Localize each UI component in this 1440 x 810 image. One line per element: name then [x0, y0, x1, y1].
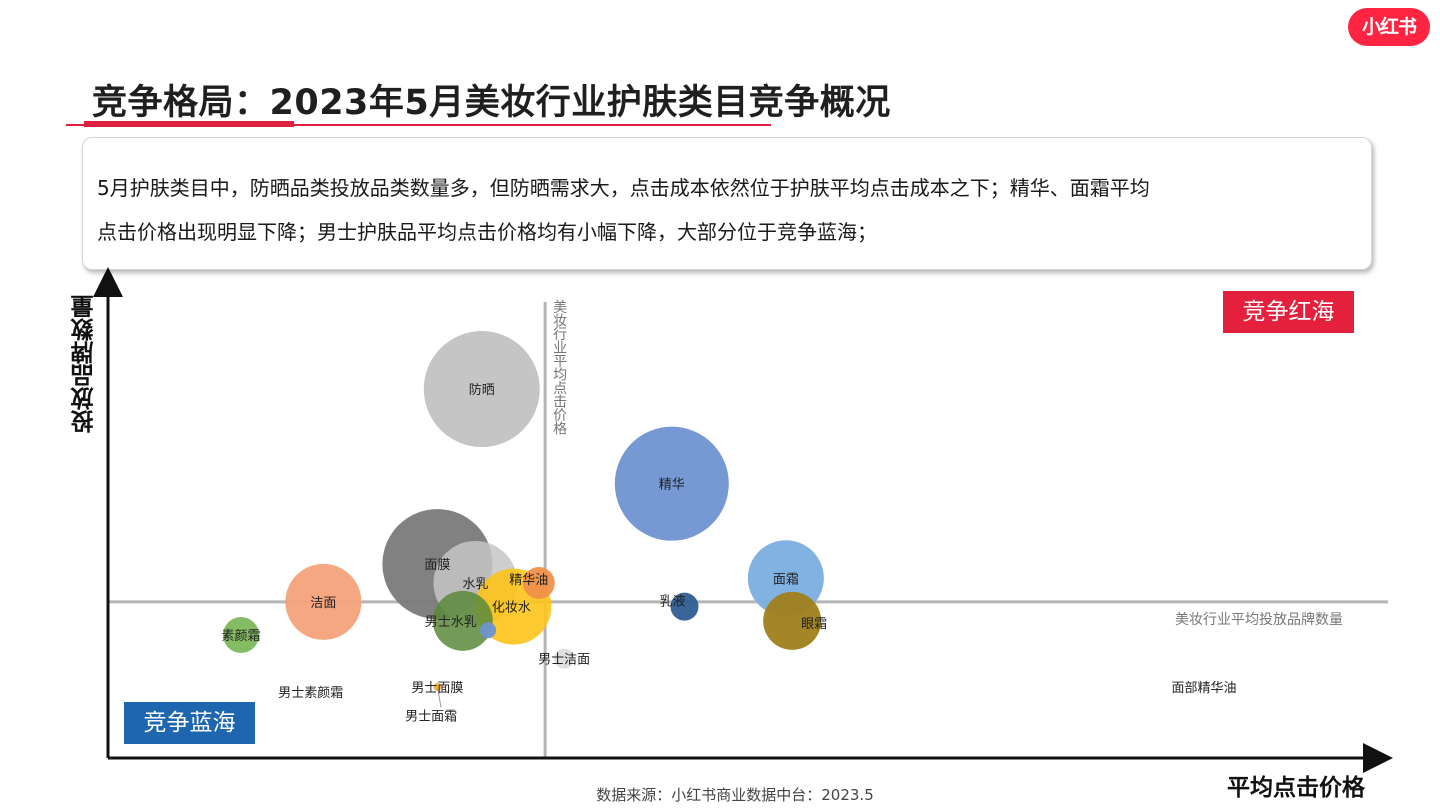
avg-price-line-label: 美妆行业平均点击价格	[553, 300, 567, 438]
bubble-label-精华油: 精华油	[509, 573, 548, 588]
y-axis-title: 投放品牌数量	[72, 295, 98, 434]
bubble-男士洁面	[554, 648, 575, 669]
xiaohongshu-logo: 小红书	[1348, 8, 1430, 46]
bubble-label-男士面霜: 男士面霜	[405, 709, 457, 724]
data-source: 数据来源：小红书商业数据中台：2023.5	[596, 786, 874, 804]
bubble-label-面霜: 面霜	[773, 572, 799, 587]
bubble-label-化妆水: 化妆水	[492, 601, 531, 616]
bubble-素颜霜	[223, 617, 260, 654]
bubble-label-男士洁面: 男士洁面	[538, 653, 590, 668]
bubble-眼霜	[763, 591, 822, 650]
bubble-label-水乳: 水乳	[462, 577, 488, 592]
bubble-洁面	[285, 563, 362, 640]
bubble-unlabeled-13	[480, 622, 497, 639]
title-underline	[66, 124, 771, 126]
leader-line-16	[436, 686, 442, 708]
summary-box: 5月护肤类目中，防晒品类投放品类数量多，但防晒需求大，点击成本依然位于护肤平均点…	[82, 137, 1372, 270]
bubble-label-男士素颜霜: 男士素颜霜	[278, 685, 343, 701]
page-title: 竞争格局：2023年5月美妆行业护肤类目竞争概况	[92, 83, 891, 123]
bubble-防晒	[423, 331, 540, 448]
summary-line-2: 点击价格出现明显下降；男士护肤品平均点击价格均有小幅下降，大部分位于竞争蓝海；	[97, 220, 877, 244]
bubble-label-洁面: 洁面	[310, 596, 336, 611]
summary-line-1: 5月护肤类目中，防晒品类投放品类数量多，但防晒需求大，点击成本依然位于护肤平均点…	[97, 176, 1150, 200]
bubble-label-男士水乳: 男士水乳	[425, 615, 477, 630]
bubble-乳液	[670, 592, 699, 621]
bubble-label-防晒: 防晒	[469, 382, 495, 398]
bubble-label-面膜: 面膜	[424, 558, 450, 573]
x-axis-title: 平均点击价格	[1227, 775, 1365, 801]
bubble-精华	[614, 426, 729, 541]
bubble-label-素颜霜: 素颜霜	[222, 628, 261, 644]
bubble-精华油	[522, 566, 555, 599]
avg-brand-count-line-label: 美妆行业平均投放品牌数量	[1175, 611, 1343, 628]
bubble-label-男士面膜: 男士面膜	[411, 681, 463, 696]
bubble-label-眼霜: 眼霜	[801, 617, 827, 632]
bubble-label-乳液: 乳液	[659, 595, 685, 610]
bubble-label-精华: 精华	[659, 478, 685, 493]
bubble-label-面部精华油: 面部精华油	[1171, 681, 1236, 696]
blue-ocean-badge: 竞争蓝海	[124, 702, 255, 744]
bubble-男士水乳	[432, 590, 493, 651]
red-ocean-badge: 竞争红海	[1223, 291, 1354, 333]
title-underline-accent	[84, 121, 294, 127]
